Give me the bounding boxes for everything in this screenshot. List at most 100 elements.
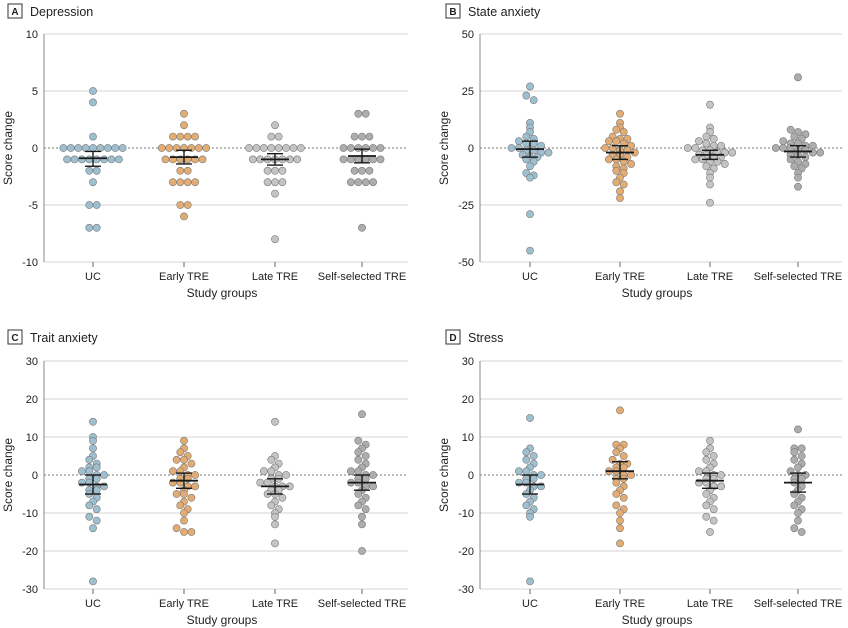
panel-label-box <box>7 329 23 345</box>
data-point <box>529 452 538 460</box>
data-point <box>187 528 196 536</box>
data-point <box>180 516 188 525</box>
data-point <box>376 155 385 164</box>
data-point <box>89 87 97 95</box>
data-point <box>191 482 199 491</box>
data-point <box>616 524 624 533</box>
series-early-tre <box>601 109 639 203</box>
data-point <box>267 467 276 476</box>
data-point <box>369 144 377 152</box>
data-point <box>358 410 366 419</box>
data-point <box>191 132 199 141</box>
data-point <box>529 474 538 483</box>
data-point <box>89 524 97 533</box>
data-point <box>786 125 795 134</box>
data-point <box>709 516 718 525</box>
data-point <box>515 144 523 152</box>
data-point <box>89 444 97 453</box>
data-point <box>274 132 283 141</box>
data-point <box>92 516 101 525</box>
data-point <box>85 512 94 521</box>
data-point <box>202 144 211 152</box>
y-tick-label: -5 <box>28 200 38 212</box>
data-point <box>709 505 718 514</box>
y-tick-label: 5 <box>32 86 38 98</box>
data-point <box>111 144 120 152</box>
data-point <box>89 577 97 586</box>
series-self-selected-tre <box>346 410 377 555</box>
x-tick-label: Late TRE <box>252 271 298 283</box>
data-point <box>256 478 265 487</box>
data-point <box>183 166 192 175</box>
data-point <box>790 162 799 171</box>
series-late-tre <box>683 100 737 207</box>
data-point <box>354 436 363 445</box>
data-point <box>369 471 377 479</box>
x-tick-label: UC <box>85 598 101 610</box>
x-axis-title: Study groups <box>187 613 258 627</box>
panel-label: B <box>449 7 456 18</box>
data-point <box>361 109 370 118</box>
panel-label: C <box>11 333 18 344</box>
x-axis-title: Study groups <box>622 286 693 300</box>
data-point <box>103 144 112 152</box>
data-point <box>271 512 279 521</box>
data-point <box>794 182 802 191</box>
data-point <box>92 166 101 175</box>
data-point <box>78 155 86 164</box>
data-point <box>187 459 196 468</box>
data-point <box>627 471 635 479</box>
x-axis-title: Study groups <box>622 613 693 627</box>
data-point <box>790 132 799 141</box>
data-point <box>619 463 628 472</box>
x-axis-title: Study groups <box>187 286 258 300</box>
series-early-tre <box>168 436 199 536</box>
data-point <box>267 455 276 464</box>
series-uc <box>515 414 545 586</box>
data-point <box>797 452 806 460</box>
x-tick-label: Self-selected TRE <box>754 271 842 283</box>
y-axis-title: Score change <box>1 111 15 185</box>
data-point <box>797 528 806 536</box>
data-point <box>85 467 94 476</box>
y-tick-label: -10 <box>22 508 38 520</box>
data-point <box>271 121 279 130</box>
data-point <box>85 223 94 232</box>
data-point <box>702 448 711 457</box>
data-point <box>365 166 374 175</box>
data-point <box>612 178 621 187</box>
data-point <box>515 137 523 146</box>
y-axis-title: Score change <box>1 438 15 512</box>
data-point <box>358 223 366 232</box>
y-tick-label: -10 <box>22 257 38 269</box>
data-point <box>168 467 177 476</box>
y-tick-label: -10 <box>458 508 474 520</box>
data-point <box>728 148 737 157</box>
data-point <box>267 144 276 152</box>
data-point <box>176 501 185 510</box>
data-point <box>794 173 802 182</box>
data-point <box>100 471 108 479</box>
data-point <box>361 505 370 514</box>
panel-b: B State anxiety 50 25 0 -25 -50 Score change UC E… <box>437 3 842 300</box>
data-point <box>180 509 188 517</box>
series-early-tre <box>605 406 635 548</box>
series-uc <box>507 82 553 255</box>
y-tick-label: 20 <box>26 394 38 406</box>
data-point <box>354 501 363 510</box>
data-point <box>267 501 276 510</box>
data-point <box>161 155 170 164</box>
data-point <box>720 160 729 168</box>
x-tick-label: UC <box>522 598 538 610</box>
data-point <box>187 493 196 502</box>
data-point <box>779 137 788 146</box>
data-point <box>92 155 101 164</box>
data-point <box>790 501 799 510</box>
x-tick-label: Early TRE <box>595 271 645 283</box>
data-point <box>522 501 531 510</box>
x-tick-label: UC <box>522 271 538 283</box>
data-point <box>361 474 370 483</box>
data-point <box>198 155 207 164</box>
data-point <box>612 501 621 510</box>
data-point <box>89 132 97 141</box>
